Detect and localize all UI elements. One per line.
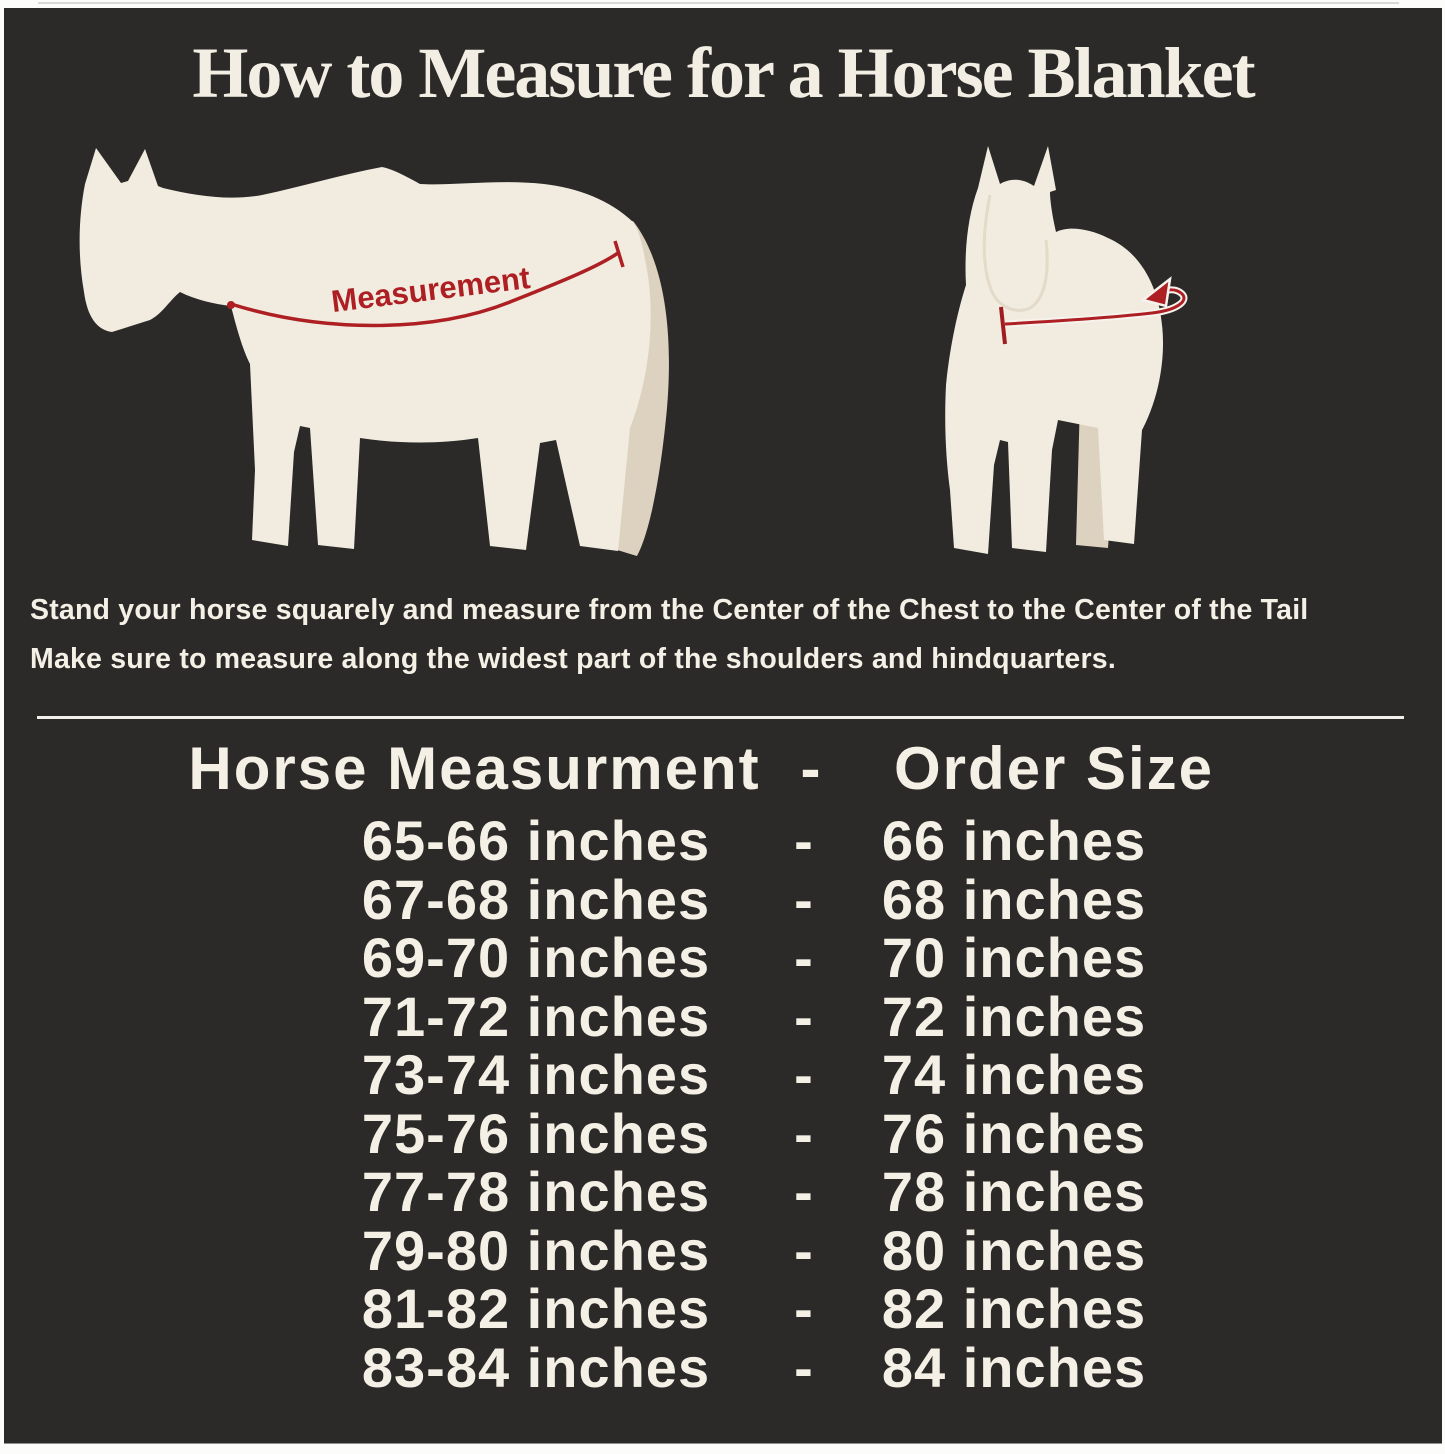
wrap-arrowhead xyxy=(1140,276,1172,308)
table-row: 67-68 inches - 68 inches xyxy=(288,867,1204,931)
divider-line xyxy=(37,716,1404,719)
order-size: 70 inches xyxy=(881,926,1147,989)
measurement-range: 77-78 inches xyxy=(361,1160,711,1223)
horse-body-front xyxy=(945,146,1164,554)
measurement-range: 83-84 inches xyxy=(361,1335,711,1399)
horse-face-contour xyxy=(982,194,1049,312)
row-separator: - xyxy=(794,809,814,872)
wrap-line xyxy=(1004,288,1186,326)
row-separator: - xyxy=(794,1335,814,1399)
order-size: 84 inches xyxy=(881,1335,1147,1399)
measurement-column-header: Horse Measurment xyxy=(188,735,761,802)
order-size: 82 inches xyxy=(881,1277,1147,1340)
row-separator: - xyxy=(794,1218,814,1282)
order-size: 74 inches xyxy=(881,1043,1147,1106)
order-size-column-header: Order Size xyxy=(893,735,1215,802)
measurement-range: 65-66 inches xyxy=(361,809,711,872)
table-row: 79-80 inches - 80 inches xyxy=(288,1218,1204,1282)
row-separator: - xyxy=(794,867,814,931)
table-row: 83-84 inches - 84 inches xyxy=(288,1335,1204,1399)
table-row: 73-74 inches - 74 inches xyxy=(288,1042,1204,1106)
measurement-range: 75-76 inches xyxy=(361,1101,711,1165)
measurement-range: 67-68 inches xyxy=(361,867,711,931)
measurement-range: 81-82 inches xyxy=(361,1277,711,1340)
header-separator: - xyxy=(800,735,823,802)
measurement-range: 73-74 inches xyxy=(361,1043,711,1106)
row-separator: - xyxy=(794,1277,814,1340)
row-separator: - xyxy=(794,984,814,1048)
instructions-text: Stand your horse squarely and measure fr… xyxy=(30,586,1432,684)
measurement-line xyxy=(230,251,619,328)
row-separator: - xyxy=(794,926,814,989)
horse-illustrations: Measurement xyxy=(79,146,1188,556)
table-header: Horse Measurment - Order Size xyxy=(150,734,1284,803)
top-border-artifact xyxy=(38,2,1399,4)
measurement-range: 71-72 inches xyxy=(361,984,711,1048)
size-table-rows: 65-66 inches - 66 inches 67-68 inches - … xyxy=(288,808,1204,1399)
page-title: How to Measure for a Horse Blanket xyxy=(192,33,1255,113)
table-row: 69-70 inches - 70 inches xyxy=(288,925,1204,989)
row-separator: - xyxy=(794,1043,814,1106)
order-size: 72 inches xyxy=(881,984,1147,1048)
table-row: 65-66 inches - 66 inches xyxy=(288,808,1204,872)
measurement-range: 79-80 inches xyxy=(361,1218,711,1282)
row-separator: - xyxy=(794,1160,814,1223)
order-size: 68 inches xyxy=(881,867,1147,931)
table-row: 71-72 inches - 72 inches xyxy=(288,984,1204,1048)
order-size: 66 inches xyxy=(881,809,1147,872)
table-row: 77-78 inches - 78 inches xyxy=(288,1159,1204,1223)
side-view-horse: Measurement xyxy=(79,148,669,556)
table-row: 75-76 inches - 76 inches xyxy=(288,1101,1204,1165)
instructions-line-2: Make sure to measure along the widest pa… xyxy=(30,643,1116,675)
horse-body xyxy=(79,148,651,551)
chest-tick xyxy=(999,306,1007,345)
instructions-line-1: Stand your horse squarely and measure fr… xyxy=(30,594,1309,626)
row-separator: - xyxy=(794,1101,814,1165)
order-size: 78 inches xyxy=(881,1160,1147,1223)
order-size: 80 inches xyxy=(881,1218,1147,1282)
order-size: 76 inches xyxy=(881,1101,1147,1165)
table-row: 81-82 inches - 82 inches xyxy=(288,1276,1204,1340)
measurement-end-tick xyxy=(613,240,625,268)
measurement-range: 69-70 inches xyxy=(361,926,711,989)
dark-panel: How to Measure for a Horse Blanket Measu… xyxy=(4,8,1442,1444)
front-view-horse xyxy=(945,146,1188,554)
